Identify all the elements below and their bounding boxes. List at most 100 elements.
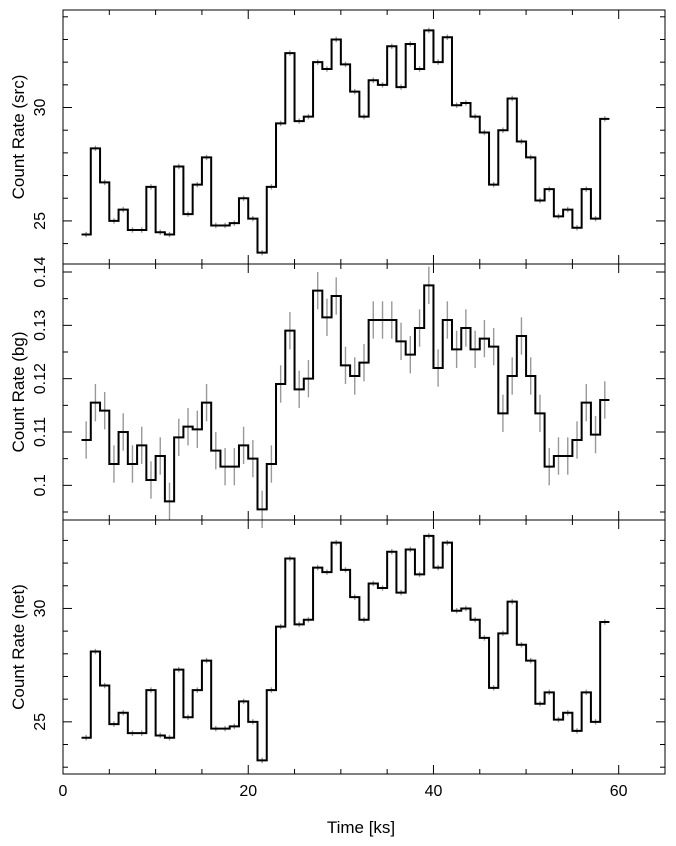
data-point	[298, 388, 300, 391]
data-point	[557, 718, 560, 721]
series-line	[81, 284, 610, 511]
data-point	[520, 643, 523, 646]
data-point	[150, 689, 152, 691]
data-point	[557, 215, 560, 218]
data-point	[261, 508, 263, 511]
data-point	[492, 183, 495, 186]
data-point	[400, 340, 402, 343]
data-point	[502, 412, 504, 415]
x-tick-label: 60	[610, 783, 628, 800]
data-point	[177, 436, 180, 439]
data-point	[233, 222, 236, 224]
data-point	[261, 251, 263, 254]
data-point	[474, 618, 476, 621]
data-point	[307, 115, 310, 118]
data-point	[520, 335, 523, 337]
data-point	[446, 541, 449, 544]
x-tick-label: 0	[59, 783, 68, 800]
data-point	[94, 147, 97, 150]
data-point	[168, 500, 171, 503]
data-point	[455, 104, 458, 107]
data-point	[335, 295, 338, 297]
data-point	[252, 457, 254, 460]
data-point	[187, 716, 189, 719]
data-point	[233, 725, 236, 728]
data-point	[539, 199, 541, 202]
data-point	[279, 383, 282, 385]
data-point	[187, 425, 189, 428]
data-point	[279, 625, 282, 628]
panel-frame	[62, 263, 666, 521]
data-point	[576, 226, 578, 229]
data-point	[418, 327, 421, 329]
data-point	[465, 607, 467, 610]
data-point	[353, 596, 356, 598]
data-point	[353, 375, 356, 377]
data-point	[353, 90, 356, 93]
data-point	[261, 759, 263, 762]
data-point	[224, 727, 226, 730]
data-point	[298, 120, 300, 122]
data-point	[242, 444, 245, 447]
data-point	[529, 156, 532, 159]
x-axis-label: Time [ks]	[327, 818, 395, 837]
data-point	[372, 319, 375, 321]
data-point	[215, 449, 217, 452]
data-point	[585, 188, 588, 190]
data-point	[140, 444, 143, 447]
data-point	[335, 38, 338, 41]
data-point	[576, 730, 578, 732]
data-point	[465, 327, 467, 329]
y-axis-label: Count Rate (bg)	[9, 332, 28, 453]
data-point	[205, 156, 208, 159]
data-point	[428, 535, 430, 537]
x-tick-label: 20	[239, 783, 257, 800]
data-point	[474, 348, 476, 351]
data-point	[150, 186, 152, 188]
data-point	[270, 689, 273, 691]
data-point	[159, 231, 162, 234]
data-point	[363, 361, 365, 364]
data-point	[196, 689, 199, 691]
y-tick-label: 25	[32, 212, 49, 230]
data-point	[307, 377, 310, 380]
data-point	[418, 573, 421, 576]
y-tick-label: 0.11	[32, 417, 49, 447]
data-point	[279, 122, 282, 125]
data-point	[85, 233, 87, 236]
panel-frame	[62, 519, 666, 775]
data-point	[316, 566, 319, 569]
data-point	[539, 702, 541, 705]
data-point	[585, 691, 588, 694]
data-point	[409, 353, 412, 356]
data-point	[502, 632, 504, 635]
y-tick-label: 0.14	[32, 256, 49, 287]
data-point	[103, 181, 106, 184]
data-point	[205, 401, 208, 404]
x-tick-label: 40	[425, 783, 443, 800]
data-point	[474, 115, 476, 118]
data-point	[390, 45, 393, 48]
data-point	[289, 329, 291, 332]
data-point	[131, 732, 134, 734]
data-point	[316, 61, 319, 63]
data-point	[390, 319, 393, 321]
data-point	[604, 621, 606, 623]
data-point	[585, 401, 588, 404]
data-point	[122, 208, 124, 211]
data-point	[372, 79, 375, 82]
data-point	[113, 723, 115, 725]
data-point	[409, 43, 412, 45]
data-point	[409, 548, 412, 551]
panel-2: 0.1 0.11 0.12 0.13 0.14 Count Rate (bg)	[9, 256, 666, 528]
data-point	[529, 375, 532, 377]
data-point	[511, 600, 513, 603]
data-point	[604, 399, 606, 401]
data-point	[390, 550, 393, 553]
data-point	[252, 217, 254, 220]
y-tick-label: 0.13	[32, 310, 49, 341]
data-point	[446, 36, 449, 39]
